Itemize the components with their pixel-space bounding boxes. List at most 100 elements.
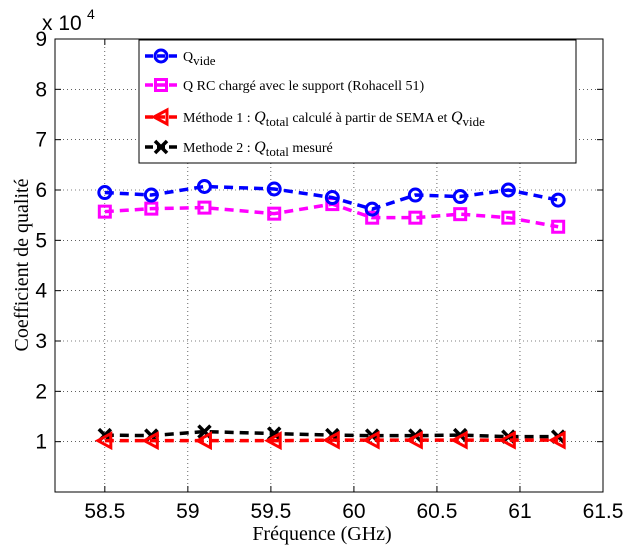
data-point (324, 190, 340, 206)
x-axis-title: Fréquence (GHz) (252, 523, 391, 545)
circle-marker (500, 182, 516, 198)
data-point (362, 430, 380, 450)
series-layer (94, 178, 566, 451)
data-point (144, 201, 159, 216)
circle-marker (407, 187, 423, 203)
circle-marker (550, 192, 566, 208)
legend-entry-1: Qvide (145, 48, 216, 68)
legend-label-part: vide (193, 53, 216, 68)
circle-marker (153, 48, 169, 64)
data-point (197, 200, 212, 215)
series-2 (97, 197, 566, 234)
triangle-marker (150, 107, 169, 127)
square-marker (154, 78, 168, 92)
triangle-marker (322, 430, 340, 450)
square-marker (551, 219, 566, 234)
data-point (547, 430, 566, 450)
legend-label-part: Q (183, 50, 193, 65)
circle-marker (324, 190, 340, 206)
data-point (143, 187, 159, 203)
triangle-marker (362, 430, 380, 450)
legend-entry-4: Methode 2 : Qtotal mesuré (145, 139, 333, 159)
triangle-marker (94, 431, 113, 451)
axes-layer: 58.5 59 59.5 60 60.5 61 61.5 1 2 3 4 5 6 7 8 9 (35, 28, 623, 523)
data-point (194, 431, 212, 451)
data-point (322, 430, 340, 450)
data-point (551, 219, 566, 234)
square-marker (365, 210, 380, 225)
circle-marker (364, 201, 380, 217)
legend-label-part: Q (254, 139, 266, 156)
data-point (500, 182, 516, 198)
legend-label: Qvide (183, 50, 216, 68)
legend-label: Methode 2 : Qtotal mesuré (183, 139, 333, 159)
circle-marker (452, 189, 468, 205)
y-tick-label: 9 (35, 28, 47, 51)
triangle-marker (498, 430, 516, 450)
legend-label-part: Methode 2 : (183, 141, 254, 156)
plot-frame (54, 38, 604, 493)
triangle-marker (405, 430, 423, 450)
legend-marker (153, 139, 169, 155)
legend-entry-3: Méthode 1 : Qtotal calculé à partir de S… (145, 107, 486, 129)
triangle-marker (194, 431, 212, 451)
legend-label-part: total (266, 144, 289, 159)
legend: Qvide Q RC chargé avec le support (Rohace… (138, 39, 577, 164)
data-point (94, 431, 113, 451)
data-point (267, 206, 282, 221)
y-multiplier-exponent: 4 (87, 6, 95, 22)
x-marker-stroke (153, 139, 169, 155)
square-marker (453, 207, 468, 222)
x-tick-label: 61.5 (583, 500, 624, 523)
circle-marker (143, 187, 159, 203)
data-point (364, 201, 380, 217)
data-point (408, 210, 423, 225)
legend-marker (154, 78, 168, 92)
x-tick-label: 60.5 (417, 500, 458, 523)
data-point (501, 210, 516, 225)
triangle-marker (547, 430, 566, 450)
legend-box (138, 39, 577, 164)
series-1 (97, 178, 566, 217)
data-point (498, 430, 516, 450)
legend-label-part: Méthode 1 : (183, 111, 254, 126)
legend-label: Q RC chargé avec le support (Rohacell 51… (183, 79, 425, 94)
y-multiplier-base: x 10 (42, 12, 82, 35)
data-point (407, 187, 423, 203)
data-point (452, 189, 468, 205)
data-point (97, 185, 113, 201)
circle-marker (266, 181, 282, 197)
y-tick-label: 5 (35, 229, 47, 252)
x-tick-label: 58.5 (84, 500, 125, 523)
series-line (104, 202, 559, 229)
legend-label-part: mesuré (289, 141, 333, 156)
series-line (104, 429, 559, 439)
y-tick-label: 1 (35, 431, 47, 454)
x-marker-stroke (197, 424, 212, 439)
triangle-marker (264, 431, 282, 451)
square-marker (501, 210, 516, 225)
y-tick-label: 7 (35, 129, 47, 152)
series-line (104, 438, 559, 443)
triangle-marker (141, 431, 159, 451)
legend-label-part: vide (463, 114, 486, 129)
legend-label-part: Q (254, 109, 266, 126)
square-marker (408, 210, 423, 225)
y-tick-label: 6 (35, 179, 47, 202)
y-tick-label: 8 (35, 78, 47, 101)
x-tick-label: 60 (342, 500, 365, 523)
legend-marker (153, 48, 169, 64)
data-point (450, 430, 468, 450)
y-tick-label: 3 (35, 330, 47, 353)
x-tick-label: 61 (508, 500, 531, 523)
series-3 (94, 430, 566, 451)
x-tick-label: 59 (176, 500, 199, 523)
data-point (141, 431, 159, 451)
circle-marker (196, 178, 212, 194)
legend-entry-2: Q RC chargé avec le support (Rohacell 51… (145, 78, 425, 94)
square-marker (97, 204, 112, 219)
square-marker (197, 200, 212, 215)
circle-marker (97, 185, 113, 201)
